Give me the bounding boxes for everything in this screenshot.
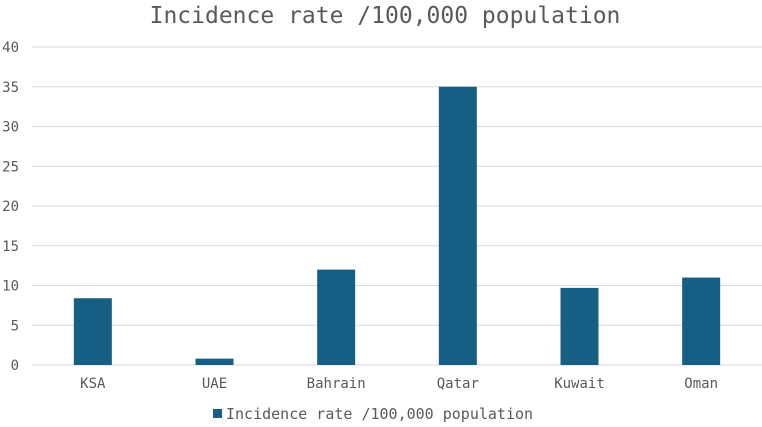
y-axis-ticks: 0 5 10 15 20 25 30 35 40 — [2, 40, 19, 374]
x-tick-label: Qatar — [437, 376, 479, 392]
bar-ksa — [73, 298, 112, 365]
x-tick-label: Oman — [684, 376, 718, 392]
x-tick-label: UAE — [202, 376, 227, 392]
y-tick-label: 25 — [2, 159, 19, 175]
bar-bahrain — [317, 269, 356, 365]
x-axis-ticks: KSA UAE Bahrain Qatar Kuwait Oman — [80, 376, 718, 392]
x-tick-label: KSA — [80, 376, 106, 392]
bar-qatar — [438, 86, 477, 365]
legend-label: Incidence rate /100,000 population — [226, 405, 533, 423]
bars — [73, 86, 721, 365]
bar-kuwait — [560, 287, 599, 365]
y-tick-label: 0 — [11, 358, 19, 374]
gridlines — [32, 46, 762, 366]
y-tick-label: 15 — [2, 239, 19, 255]
y-tick-label: 5 — [11, 318, 19, 334]
y-tick-label: 10 — [2, 279, 19, 295]
y-tick-label: 35 — [2, 80, 19, 96]
bar-oman — [682, 277, 721, 365]
chart-title: Incidence rate /100,000 population — [150, 3, 621, 29]
legend-swatch — [213, 409, 222, 418]
x-tick-label: Kuwait — [554, 376, 605, 392]
y-tick-label: 20 — [2, 199, 19, 215]
y-tick-label: 40 — [2, 40, 19, 56]
x-tick-label: Bahrain — [307, 376, 366, 392]
legend: Incidence rate /100,000 population — [213, 405, 533, 423]
y-tick-label: 30 — [2, 120, 19, 136]
bar-uae — [195, 358, 234, 365]
